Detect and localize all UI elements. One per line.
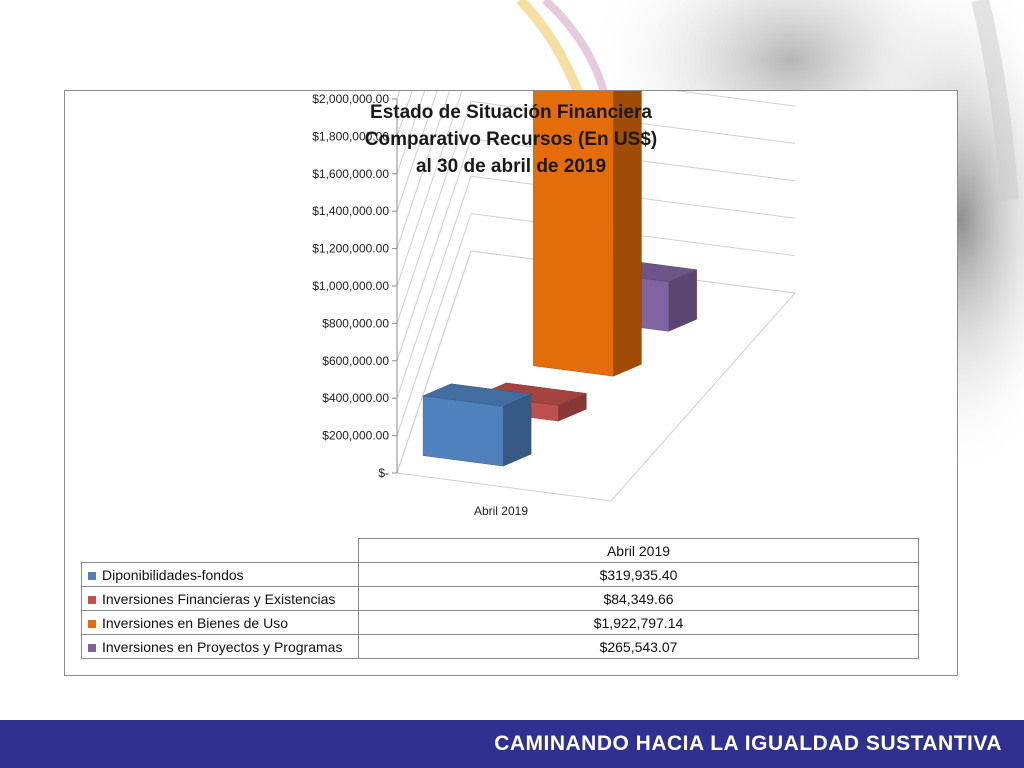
legend-label: Inversiones en Proyectos y Programas	[102, 638, 343, 655]
grid-line-side	[396, 91, 413, 137]
y-tick-label: $1,200,000.00	[312, 242, 389, 256]
y-tick-label: $-	[378, 466, 389, 480]
table-value: $319,935.40	[358, 562, 919, 587]
table-row: Diponibilidades-fondos $319,935.40	[81, 562, 919, 587]
legend-label: Inversiones Financieras y Existencias	[102, 590, 336, 607]
y-tick-label: $2,000,000.00	[312, 92, 389, 106]
legend-entry: Inversiones Financieras y Existencias	[81, 586, 359, 611]
table-row: Inversiones Financieras y Existencias $8…	[81, 586, 919, 611]
y-tick-label: $800,000.00	[322, 316, 389, 330]
y-tick-label: $1,000,000.00	[312, 279, 389, 293]
chart-title-line-1: Estado de Situación Financiera	[370, 102, 652, 123]
table-value: $265,543.07	[358, 634, 919, 659]
table-corner	[81, 538, 359, 563]
table-row: Inversiones en Proyectos y Programas $26…	[81, 634, 919, 659]
table-value: $84,349.66	[358, 586, 919, 611]
bar-top-1	[477, 382, 588, 406]
chart-container: $- $200,000.00 $400,000.00 $600,000.00 $800,…	[64, 90, 958, 676]
legend-swatch	[88, 595, 96, 604]
legend-label: Inversiones en Bienes de Uso	[102, 614, 288, 631]
bar-top-0	[422, 383, 533, 407]
legend-swatch	[88, 571, 96, 580]
legend-entry: Diponibilidades-fondos	[81, 562, 359, 587]
y-tick-label: $400,000.00	[322, 391, 389, 405]
footer-slogan: CAMINANDO HACIA LA IGUALDAD SUSTANTIVA	[494, 732, 1002, 755]
chart-title-line-2: Comparativo Recursos (En US$)	[364, 129, 658, 150]
grid-line-side	[396, 91, 438, 212]
chart-plot: $- $200,000.00 $400,000.00 $600,000.00 $800,…	[312, 91, 796, 518]
grid-line-side	[396, 91, 451, 249]
legend-entry: Inversiones en Bienes de Uso	[81, 610, 359, 635]
legend-swatch	[88, 619, 96, 628]
y-tick-label: $600,000.00	[322, 354, 389, 368]
y-tick-label: $1,600,000.00	[312, 167, 389, 181]
y-tick-label: $1,400,000.00	[312, 204, 389, 218]
table-row: Inversiones en Bienes de Uso $1,922,797.…	[81, 610, 919, 635]
grid-line-side	[396, 176, 472, 399]
chart-floor	[396, 250, 796, 502]
bar-front-0	[422, 395, 504, 467]
grid-line-side	[396, 101, 472, 324]
table-header-cell: Abril 2019	[358, 538, 919, 563]
footer-bar: CAMINANDO HACIA LA IGUALDAD SUSTANTIVA	[0, 720, 1024, 768]
y-tick-label: $200,000.00	[322, 429, 389, 443]
grid-line-side	[396, 91, 463, 287]
x-category-label: Abril 2019	[474, 504, 528, 518]
table-value: $1,922,797.14	[358, 610, 919, 635]
grid-line-side	[396, 91, 426, 174]
grid-line-side	[396, 213, 472, 436]
y-tick-label: $1,800,000.00	[312, 129, 389, 143]
legend-entry: Inversiones en Proyectos y Programas	[81, 634, 359, 659]
grid-line-side	[396, 138, 472, 361]
legend-label: Diponibilidades-fondos	[102, 566, 244, 583]
table-header-row: Abril 2019	[81, 538, 919, 563]
data-table: Abril 2019 Diponibilidades-fondos $319,9…	[81, 538, 919, 659]
bar-side-0	[502, 393, 532, 467]
bar-front-2	[533, 91, 614, 377]
chart-title-line-3: al 30 de abril de 2019	[415, 156, 607, 177]
grid-line-back	[675, 91, 796, 107]
legend-swatch	[88, 643, 96, 652]
chart-title: Estado de Situación Financiera Comparati…	[65, 99, 957, 180]
